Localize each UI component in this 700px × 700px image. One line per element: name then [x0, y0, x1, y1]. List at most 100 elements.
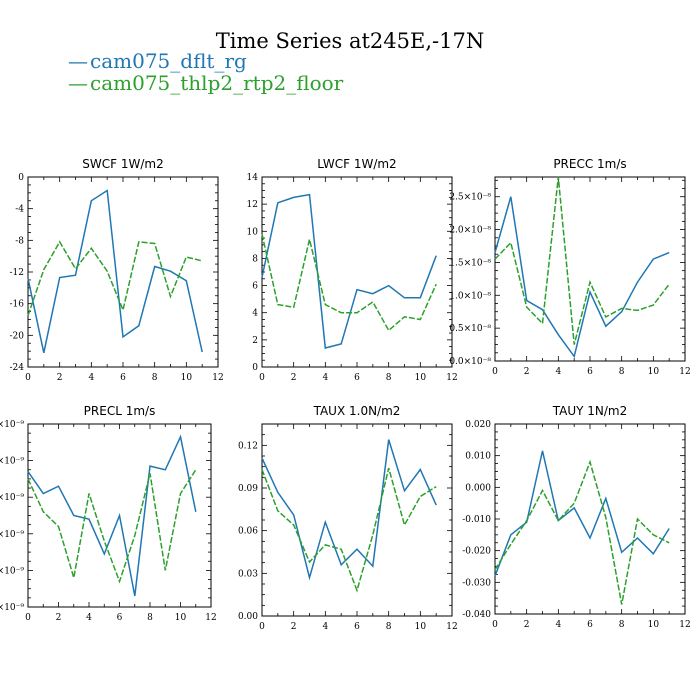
series-line-2 [27, 469, 197, 584]
y-tick-label: 0.00 [238, 612, 258, 622]
x-tick-label: 6 [354, 622, 360, 632]
y-tick-label: 1.0×10⁻⁸ [449, 291, 491, 301]
x-tick-label: 12 [679, 620, 690, 630]
y-tick-label: 0 [18, 173, 24, 183]
x-tick-label: 2 [524, 367, 530, 377]
y-tick-label: 2×10⁻⁹ [0, 530, 24, 540]
x-tick-label: 2 [291, 373, 297, 383]
panel-title: PRECL 1m/s [84, 404, 156, 418]
y-tick-label: 5×10⁻⁹ [0, 420, 24, 430]
x-tick-label: 0 [259, 373, 265, 383]
legend-label-1: cam075_dflt_rg [90, 49, 247, 73]
series-line-2 [261, 233, 437, 332]
y-tick-label: 0.09 [238, 484, 258, 494]
panels: SWCF 1W/m2 0 2 4 6 8 10 12 0 -4 -8 -12 -16 -20 -24 LWCF… [0, 157, 691, 632]
x-tick-label: 12 [446, 373, 457, 383]
plot-frame [261, 176, 453, 368]
plot-frame [494, 423, 686, 615]
y-tick-label: -12 [10, 268, 25, 278]
y-tick-label: 2 [252, 336, 258, 346]
x-tick-label: 12 [446, 622, 457, 632]
x-tick-label: 6 [587, 367, 593, 377]
x-tick-label: 10 [415, 373, 427, 383]
legend: — cam075_dflt_rg — cam075_thlp2_rtp2_flo… [68, 49, 344, 95]
panel-title: TAUY 1N/m2 [552, 404, 628, 418]
panel-4: PRECL 1m/s 0 2 4 6 8 10 12 0×10⁻⁹ 1×10⁻⁹ 2×10⁻⁹ 3×1… [0, 404, 217, 623]
x-tick-label: 0 [492, 620, 498, 630]
legend-item-2: — cam075_thlp2_rtp2_floor [68, 71, 344, 95]
x-tick-label: 8 [619, 367, 625, 377]
legend-item-1: — cam075_dflt_rg [68, 49, 247, 73]
legend-marker-1: — [68, 49, 88, 73]
y-tick-label: -24 [10, 363, 25, 373]
y-tick-label: 0.0×10⁻⁸ [449, 357, 491, 367]
y-tick-label: 0.000 [465, 483, 491, 493]
y-tick-label: 6 [252, 282, 258, 292]
panel-1: SWCF 1W/m2 0 2 4 6 8 10 12 0 -4 -8 -12 -16 -20 -24 [10, 157, 224, 383]
y-tick-label: 10 [247, 227, 259, 237]
figure-title: Time Series at245E,-17N [216, 29, 484, 53]
x-tick-label: 0 [492, 367, 498, 377]
y-tick-label: -16 [10, 300, 25, 310]
series-line-2 [261, 467, 437, 593]
x-tick-label: 6 [587, 620, 593, 630]
series-line-1 [261, 193, 437, 349]
y-tick-label: -0.040 [462, 610, 491, 620]
plot-frame [261, 423, 453, 617]
y-tick-label: -0.020 [462, 547, 491, 557]
y-tick-label: 2.5×10⁻⁸ [449, 193, 491, 203]
x-tick-label: 4 [86, 613, 92, 623]
plot-frame [27, 176, 219, 368]
series-line-1 [27, 434, 197, 597]
y-tick-label: 2.0×10⁻⁸ [449, 226, 491, 236]
series-line-1 [494, 450, 670, 577]
panel-5: TAUX 1.0N/m2 0 2 4 6 8 10 12 0.00 0.03 0.06 0.09 0.1… [238, 404, 458, 632]
x-tick-label: 4 [322, 622, 328, 632]
y-tick-label: 0.03 [238, 569, 258, 579]
x-tick-label: 12 [205, 613, 216, 623]
y-tick-label: 0.12 [238, 441, 258, 451]
y-tick-label: -8 [15, 236, 24, 246]
x-tick-label: 10 [648, 620, 660, 630]
panel-title: LWCF 1W/m2 [317, 157, 396, 171]
x-tick-label: 6 [120, 373, 126, 383]
x-tick-label: 12 [212, 373, 223, 383]
x-tick-label: 8 [386, 373, 392, 383]
x-tick-label: 4 [322, 373, 328, 383]
x-tick-label: 0 [25, 613, 31, 623]
x-tick-label: 8 [147, 613, 153, 623]
y-tick-label: 1×10⁻⁹ [0, 566, 24, 576]
y-tick-label: 0.020 [465, 420, 491, 430]
x-tick-label: 6 [354, 373, 360, 383]
x-tick-label: 4 [555, 620, 561, 630]
panel-title: PRECC 1m/s [553, 157, 626, 171]
plot-frame [494, 176, 686, 362]
y-tick-label: -4 [15, 205, 24, 215]
series-line-2 [494, 176, 670, 345]
x-tick-label: 8 [152, 373, 158, 383]
x-tick-label: 10 [648, 367, 660, 377]
x-tick-label: 10 [415, 622, 427, 632]
legend-label-2: cam075_thlp2_rtp2_floor [90, 71, 344, 95]
y-tick-label: 4 [252, 309, 258, 319]
series-line-1 [261, 439, 437, 581]
y-tick-label: -0.010 [462, 515, 491, 525]
x-tick-label: 2 [57, 373, 63, 383]
y-tick-label: 14 [247, 173, 259, 183]
series-line-2 [27, 240, 203, 316]
x-tick-label: 4 [88, 373, 94, 383]
x-tick-label: 2 [56, 613, 62, 623]
y-tick-label: 0 [252, 363, 258, 373]
x-tick-label: 10 [181, 373, 193, 383]
legend-marker-2: — [68, 71, 88, 95]
x-tick-label: 12 [679, 367, 690, 377]
y-tick-label: -20 [10, 331, 25, 341]
panel-3: PRECC 1m/s 0 2 4 6 8 10 12 0.0×10⁻⁸ 0.5×10⁻⁸ 1.0×1… [449, 157, 690, 377]
panel-6: TAUY 1N/m2 0 2 4 6 8 10 12 -0.040 -0.030 -0.020 -0.… [462, 404, 691, 630]
x-tick-label: 4 [555, 367, 561, 377]
x-tick-label: 2 [524, 620, 530, 630]
panel-title: TAUX 1.0N/m2 [313, 404, 401, 418]
y-tick-label: 0×10⁻⁹ [0, 603, 24, 613]
x-tick-label: 6 [117, 613, 123, 623]
